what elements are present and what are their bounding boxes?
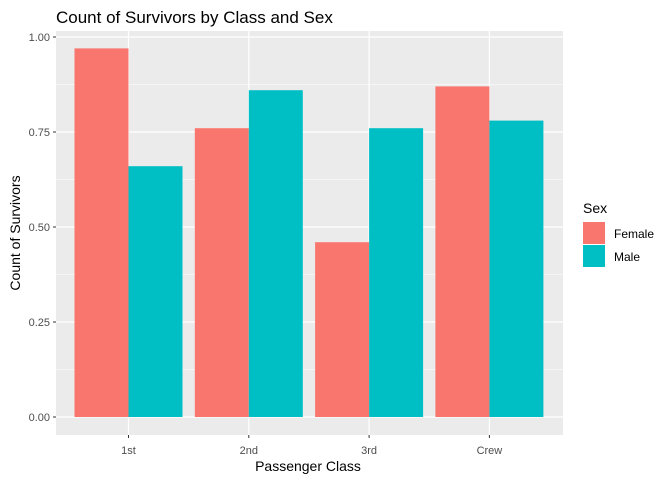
x-axis-title: Passenger Class [255, 458, 361, 474]
x-tick-label: 2nd [240, 445, 258, 457]
y-tick-label: 0.75 [29, 127, 50, 139]
legend-title: Sex [583, 200, 607, 216]
y-tick-label: 0.25 [29, 317, 50, 329]
bars [74, 48, 544, 418]
legend-key-female [583, 222, 605, 244]
bar-female-3rd [315, 242, 370, 417]
y-axis-ticks: 0.00 0.25 0.50 0.75 1.00 [29, 32, 56, 424]
x-tick-label: 1st [121, 445, 136, 457]
legend: Sex Female Male [583, 200, 654, 267]
y-tick-label: 0.50 [29, 222, 50, 234]
bar-male-2nd [248, 90, 303, 417]
x-tick-label: 3rd [361, 445, 377, 457]
bar-female-crew [435, 86, 490, 418]
bar-male-1st [128, 166, 183, 417]
bar-female-1st [74, 48, 129, 418]
x-axis-ticks: 1st 2nd 3rd Crew [121, 435, 502, 457]
legend-label-female: Female [614, 227, 654, 241]
legend-key-male [583, 245, 605, 267]
x-tick-label: Crew [477, 445, 503, 457]
y-tick-label: 1.00 [29, 32, 50, 44]
chart-title: Count of Survivors by Class and Sex [56, 8, 333, 27]
legend-label-male: Male [614, 250, 640, 264]
bar-male-crew [489, 120, 544, 417]
bar-male-3rd [369, 128, 424, 417]
bar-female-2nd [194, 128, 249, 417]
y-tick-label: 0.00 [29, 412, 50, 424]
y-axis-title: Count of Survivors [7, 175, 23, 290]
